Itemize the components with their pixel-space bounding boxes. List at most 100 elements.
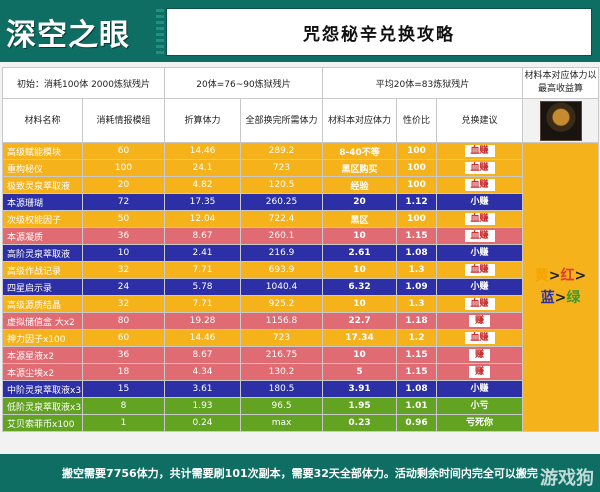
cell-suggest: 血赚	[436, 142, 524, 160]
cell-dungeon: 8-40不等	[322, 142, 398, 160]
cell-ratio: 1.15	[396, 363, 438, 381]
cell-suggest: 血赚	[436, 329, 524, 347]
cell-suggest: 赚	[436, 346, 524, 364]
cell-suggest: 小亏	[436, 397, 524, 415]
cell-name: 高阶灵泉萃取液	[2, 244, 83, 262]
cell-name: 四星启示录	[2, 278, 83, 296]
table-row: 重构秘仪 100 24.1 723 黑区购买 100 血赚	[2, 159, 599, 177]
cell-cost: 36	[81, 227, 166, 245]
header-stamina: 折算体力	[164, 98, 242, 143]
table-row: 神力因子x100 60 14.46 723 17.34 1.2 血赚	[2, 329, 599, 347]
cell-stamina: 3.61	[164, 380, 242, 398]
cell-total: 260.1	[240, 227, 324, 245]
cell-dungeon: 3.91	[322, 380, 398, 398]
table-row: 本源凝质 36 8.67 260.1 10 1.15 血赚	[2, 227, 599, 245]
page-title: 咒怨秘辛兑换攻略	[166, 8, 592, 56]
header-ratio: 性价比	[396, 98, 438, 143]
cell-ratio: 1.15	[396, 346, 438, 364]
cell-name: 艾贝索菲币x100	[2, 414, 83, 432]
cell-total: 693.9	[240, 261, 324, 279]
cell-name: 本源凝质	[2, 227, 83, 245]
cell-dungeon: 10	[322, 227, 398, 245]
cell-total: 723	[240, 329, 324, 347]
cell-name: 本源尘埃x2	[2, 363, 83, 381]
cell-suggest: 小赚	[436, 278, 524, 296]
table-row: 虚拟储值盒 大x2 80 19.28 1156.8 22.7 1.18 赚	[2, 312, 599, 330]
cell-name: 低阶灵泉萃取液x3	[2, 397, 83, 415]
character-portrait-icon	[539, 100, 582, 141]
cell-suggest: 血赚	[436, 295, 524, 313]
cell-ratio: 1.12	[396, 193, 438, 211]
summary-footer: 搬空需要7756体力，共计需要刷101次副本，需要32天全部体力。活动剩余时间内…	[0, 454, 600, 492]
legend-arrow: >	[548, 268, 561, 284]
table-row: 低阶灵泉萃取液x3 8 1.93 96.5 1.95 1.01 小亏	[2, 397, 599, 415]
info-initial: 初始：消耗100体 2000炼狱残片	[1, 67, 166, 99]
color-legend: 黄>红> 蓝>绿	[522, 142, 600, 432]
summary-text: 搬空需要7756体力，共计需要刷101次副本，需要32天全部体力。活动剩余时间内…	[62, 467, 538, 480]
cell-dungeon: 1.95	[322, 397, 398, 415]
cell-suggest: 血赚	[436, 227, 524, 245]
suggest-badge: 血赚	[464, 145, 495, 157]
cell-ratio: 100	[396, 159, 438, 177]
suggest-badge: 血赚	[464, 298, 495, 310]
cell-total: max	[240, 414, 324, 432]
cell-name: 本源珊瑚	[2, 193, 83, 211]
cell-cost: 10	[81, 244, 166, 262]
cell-stamina: 5.78	[164, 278, 242, 296]
cell-suggest: 小赚	[436, 193, 524, 211]
cell-total: 1040.4	[240, 278, 324, 296]
cell-suggest: 血赚	[436, 261, 524, 279]
cell-suggest: 小赚	[436, 244, 524, 262]
suggest-badge: 赚	[469, 349, 491, 361]
cell-suggest: 亏死你	[436, 414, 524, 432]
cell-cost: 36	[81, 346, 166, 364]
cell-ratio: 100	[396, 176, 438, 194]
cell-total: 260.25	[240, 193, 324, 211]
cell-stamina: 8.67	[164, 346, 242, 364]
cell-cost: 60	[81, 142, 166, 160]
cell-ratio: 1.18	[396, 312, 438, 330]
cell-cost: 32	[81, 295, 166, 313]
legend-red: 红	[560, 268, 575, 284]
table-row: 高级作战记录 32 7.71 693.9 10 1.3 血赚	[2, 261, 599, 279]
cell-ratio: 1.08	[396, 380, 438, 398]
suggest-badge: 血赚	[464, 162, 495, 174]
cell-dungeon: 6.32	[322, 278, 398, 296]
suggest-badge: 小赚	[470, 384, 489, 394]
suggest-badge: 血赚	[464, 179, 495, 191]
cell-suggest: 血赚	[436, 176, 524, 194]
cell-total: 130.2	[240, 363, 324, 381]
cell-ratio: 1.01	[396, 397, 438, 415]
header-dungeon: 材料本对应体力	[322, 98, 398, 143]
cell-cost: 24	[81, 278, 166, 296]
cell-stamina: 4.34	[164, 363, 242, 381]
cell-dungeon: 20	[322, 193, 398, 211]
table-row: 极致灵泉萃取液 20 4.82 120.5 经验 100 血赚	[2, 176, 599, 194]
cell-stamina: 17.35	[164, 193, 242, 211]
legend-blue: 蓝	[540, 290, 555, 306]
table-row: 高阶灵泉萃取液 10 2.41 216.9 2.61 1.08 小赚	[2, 244, 599, 262]
character-portrait-cell	[522, 98, 600, 143]
cell-cost: 100	[81, 159, 166, 177]
cell-suggest: 小赚	[436, 380, 524, 398]
cell-dungeon: 经验	[322, 176, 398, 194]
header-suggest: 兑换建议	[436, 98, 524, 143]
suggest-badge: 血赚	[464, 213, 495, 225]
cell-name: 高级源质结晶	[2, 295, 83, 313]
cell-suggest: 赚	[436, 312, 524, 330]
suggest-badge: 赚	[469, 366, 491, 378]
cell-suggest: 血赚	[436, 210, 524, 228]
cell-total: 216.75	[240, 346, 324, 364]
cell-name: 虚拟储值盒 大x2	[2, 312, 83, 330]
table-row: 本源尘埃x2 18 4.34 130.2 5 1.15 赚	[2, 363, 599, 381]
cell-ratio: 0.96	[396, 414, 438, 432]
cell-stamina: 4.82	[164, 176, 242, 194]
cell-name: 重构秘仪	[2, 159, 83, 177]
cell-ratio: 1.2	[396, 329, 438, 347]
cell-dungeon: 10	[322, 346, 398, 364]
cell-stamina: 24.1	[164, 159, 242, 177]
cell-suggest: 血赚	[436, 159, 524, 177]
table-row: 次级权能因子 50 12.04 722.4 黑区 100 血赚	[2, 210, 599, 228]
cell-total: 722.4	[240, 210, 324, 228]
legend-line-2: 蓝>绿	[524, 287, 598, 309]
